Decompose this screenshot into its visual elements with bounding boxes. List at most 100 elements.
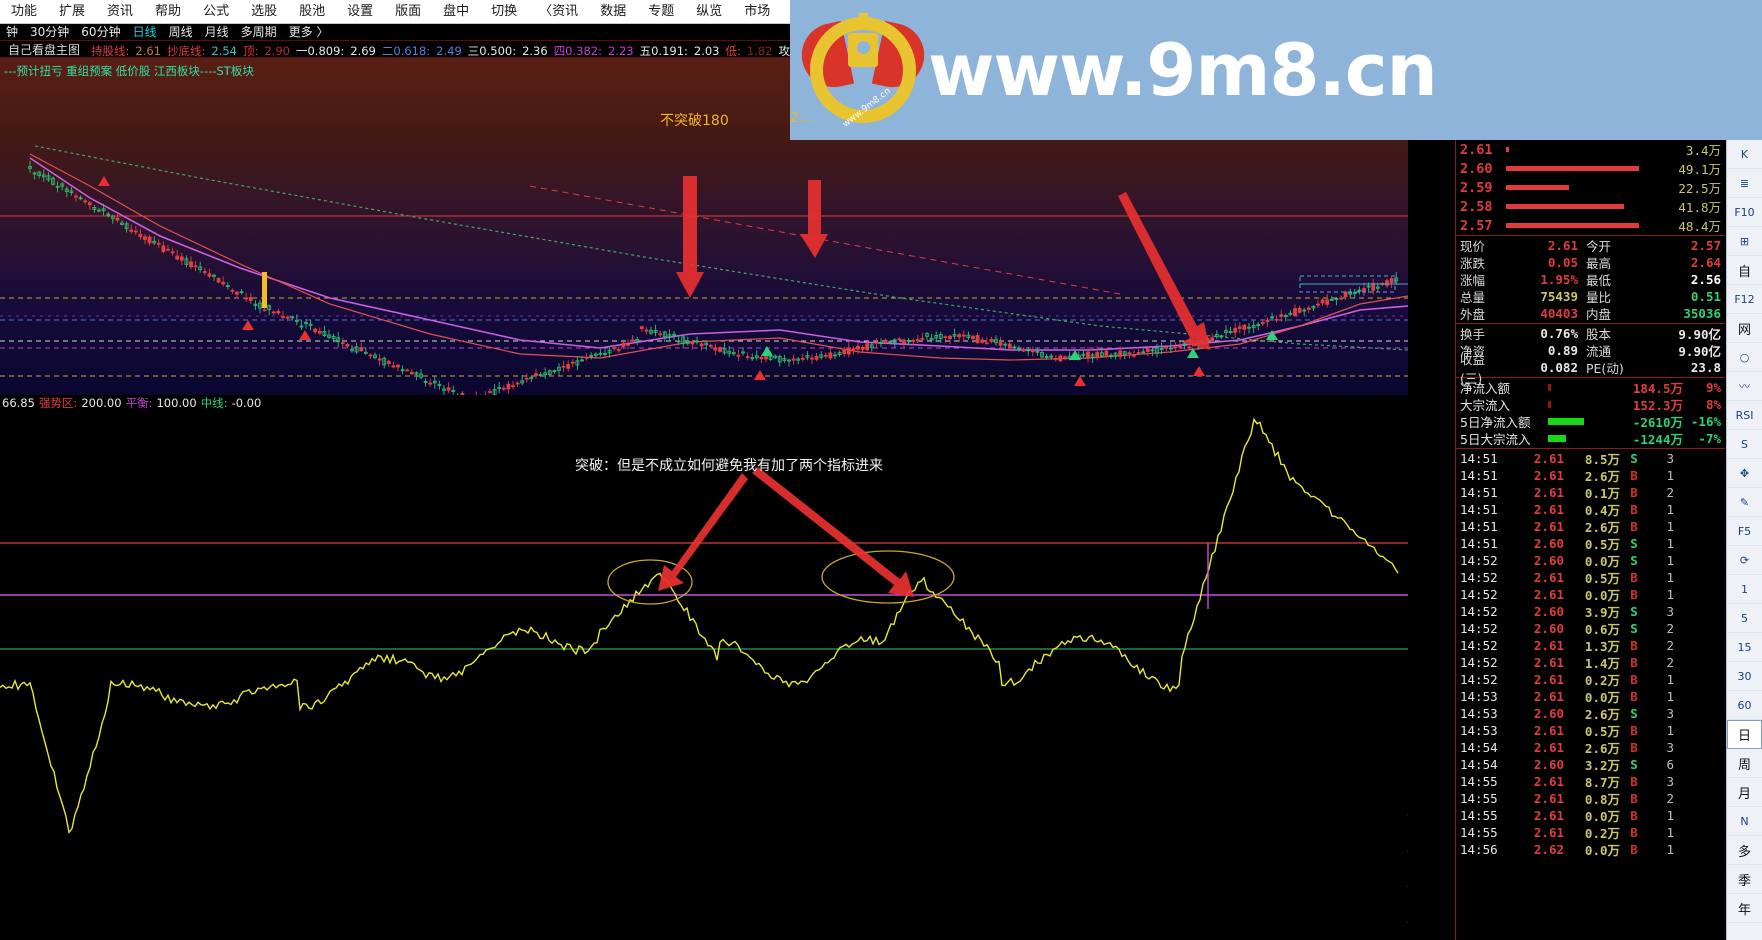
period-year-icon[interactable]: 年 (1727, 894, 1762, 923)
tick-row[interactable]: 14:51 2.61 8.5万 S 3 (1456, 450, 1725, 467)
tick-row[interactable]: 14:51 2.61 0.1万 B 2 (1456, 484, 1725, 501)
tick-row[interactable]: 14:52 2.60 0.0万 S 1 (1456, 552, 1725, 569)
order-book-row[interactable]: 2.57 48.4万 (1456, 216, 1725, 235)
stat-key-2: 股本 (1586, 327, 1612, 342)
period-tab-0[interactable]: 钟 (6, 25, 19, 39)
rsi-icon[interactable]: RSI (1727, 401, 1762, 430)
menu-item-10[interactable]: 切换 (491, 3, 518, 19)
f12-icon[interactable]: F12 (1727, 285, 1762, 314)
list-icon[interactable]: ≣ (1727, 169, 1762, 198)
period-5-icon[interactable]: 5 (1727, 604, 1762, 633)
tick-price: 2.61 (1533, 519, 1564, 534)
period-week-icon[interactable]: 周 (1727, 749, 1762, 778)
tick-row[interactable]: 14:51 2.60 0.5万 S 1 (1456, 535, 1725, 552)
move-icon[interactable]: ✥ (1727, 459, 1762, 488)
net-icon[interactable]: 网 (1727, 314, 1762, 343)
period-tab-1[interactable]: 30分钟 (30, 25, 70, 39)
candlestick-icon[interactable]: K (1727, 140, 1762, 169)
menu-item-14[interactable]: 纵览 (696, 3, 723, 19)
menu-item-1[interactable]: 扩展 (59, 3, 86, 19)
lower-indicator-canvas (0, 417, 1408, 835)
tick-volume: 0.5万 (1584, 571, 1620, 586)
period-tab-6[interactable]: 多周期 (240, 25, 277, 39)
tick-row[interactable]: 14:52 2.60 3.9万 S 3 (1456, 603, 1725, 620)
period-multi-icon[interactable]: 多 (1727, 836, 1762, 865)
period-tab-3[interactable]: 日线 (132, 25, 157, 39)
f10-icon[interactable]: F10 (1727, 198, 1762, 227)
period-30-icon[interactable]: 30 (1727, 662, 1762, 691)
tick-row[interactable]: 14:52 2.61 0.5万 B 1 (1456, 569, 1725, 586)
period-1-icon[interactable]: 1 (1727, 575, 1762, 604)
tick-row[interactable]: 14:55 2.61 0.0万 B 1 (1456, 807, 1725, 824)
circle-icon[interactable]: ○ (1727, 343, 1762, 372)
stat-value-2: 35036 (1683, 306, 1721, 321)
menu-item-12[interactable]: 数据 (600, 3, 627, 19)
order-book-row[interactable]: 2.61 3.4万 (1456, 140, 1725, 159)
tick-row[interactable]: 14:52 2.60 0.6万 S 2 (1456, 620, 1725, 637)
menu-item-0[interactable]: 功能 (11, 3, 38, 19)
tick-row[interactable]: 14:51 2.61 2.6万 B 1 (1456, 467, 1725, 484)
menu-item-9[interactable]: 盘中 (443, 3, 470, 19)
menu-item-11[interactable]: 〈资讯 (539, 3, 579, 19)
order-book-row[interactable]: 2.60 49.1万 (1456, 159, 1725, 178)
menu-item-7[interactable]: 设置 (347, 3, 374, 19)
order-book-row[interactable]: 2.59 22.5万 (1456, 178, 1725, 197)
menu-item-6[interactable]: 股池 (299, 3, 326, 19)
quote-stat-row: 外盘 40403 内盘 35036 (1456, 305, 1725, 322)
param-token-16: 低: (725, 43, 741, 58)
tick-row[interactable]: 14:54 2.61 2.6万 B 3 (1456, 739, 1725, 756)
tick-row[interactable]: 14:52 2.61 0.2万 B 1 (1456, 671, 1725, 688)
tick-count: 3 (1666, 774, 1674, 789)
tick-row[interactable]: 14:55 2.61 0.2万 B 1 (1456, 824, 1725, 841)
tick-row[interactable]: 14:52 2.61 0.0万 B 1 (1456, 586, 1725, 603)
tick-row[interactable]: 14:54 2.60 3.2万 S 6 (1456, 756, 1725, 773)
chart-title: 自己看盘主图 (8, 42, 81, 57)
period-day-icon[interactable]: 日 (1727, 720, 1762, 749)
pencil-icon[interactable]: ✎ (1727, 488, 1762, 517)
tick-direction: B (1630, 468, 1638, 483)
f5-icon[interactable]: F5 (1727, 517, 1762, 546)
layout-icon[interactable]: ⊞ (1727, 227, 1762, 256)
right-vertical-toolbar[interactable]: K ≣ F10 ⊞ 自 F12 网 ○ 〰 RSI S ✥ ✎ F5 ⟳ 1 5 15 30 60 日周月 N 多季年 (1726, 140, 1762, 940)
menu-item-5[interactable]: 选股 (251, 3, 278, 19)
tick-direction: B (1630, 723, 1638, 738)
menu-item-3[interactable]: 帮助 (155, 3, 182, 19)
period-tab-2[interactable]: 60分钟 (81, 25, 121, 39)
menu-item-4[interactable]: 公式 (203, 3, 230, 19)
order-book-row[interactable]: 2.58 41.8万 (1456, 197, 1725, 216)
order-book[interactable]: 2.61 3.4万 2.60 49.1万 2.59 22.5万 2.58 41.8万 2.57 4… (1456, 140, 1725, 236)
param-token-11: 2.36 (522, 43, 548, 58)
tick-row[interactable]: 14:52 2.61 1.3万 B 2 (1456, 637, 1725, 654)
period-60-icon[interactable]: 60 (1727, 691, 1762, 720)
tick-row[interactable]: 14:53 2.61 0.5万 B 1 (1456, 722, 1725, 739)
menu-item-13[interactable]: 专题 (648, 3, 675, 19)
period-tab-7[interactable]: 更多 〉 (288, 25, 329, 39)
menu-item-2[interactable]: 资讯 (107, 3, 134, 19)
tick-row[interactable]: 14:52 2.61 1.4万 B 2 (1456, 654, 1725, 671)
quote-panel[interactable]: 2.61 3.4万 2.60 49.1万 2.59 22.5万 2.58 41.8万 2.57 4… (1455, 140, 1725, 940)
self-icon[interactable]: 自 (1727, 256, 1762, 285)
period-month-icon[interactable]: 月 (1727, 778, 1762, 807)
period-tab-4[interactable]: 周线 (168, 25, 193, 39)
tick-row[interactable]: 14:51 2.61 0.4万 B 1 (1456, 501, 1725, 518)
refresh-icon[interactable]: ⟳ (1727, 546, 1762, 575)
tick-row[interactable]: 14:56 2.62 0.0万 B 1 (1456, 841, 1725, 858)
tick-row[interactable]: 14:51 2.61 2.6万 B 1 (1456, 518, 1725, 535)
period-tab-5[interactable]: 月线 (204, 25, 229, 39)
period-quarter-icon[interactable]: 季 (1727, 865, 1762, 894)
period-n-icon[interactable]: N (1727, 807, 1762, 836)
period-15-icon[interactable]: 15 (1727, 633, 1762, 662)
param-token-5: 2.90 (264, 43, 290, 58)
ob-price: 2.60 (1460, 160, 1493, 177)
tick-count: 3 (1666, 604, 1674, 619)
menu-item-15[interactable]: 市场 (744, 3, 771, 19)
wave-icon[interactable]: 〰 (1727, 372, 1762, 401)
tick-row[interactable]: 14:53 2.61 0.0万 B 1 (1456, 688, 1725, 705)
tick-row[interactable]: 14:55 2.61 0.8万 B 2 (1456, 790, 1725, 807)
tick-row[interactable]: 14:53 2.60 2.6万 S 3 (1456, 705, 1725, 722)
tick-row[interactable]: 14:55 2.61 8.7万 B 3 (1456, 773, 1725, 790)
tick-trade-list[interactable]: 14:51 2.61 8.5万 S 3 14:51 2.61 2.6万 B 1 14:51 2.61 0… (1456, 449, 1725, 858)
s-icon[interactable]: S (1727, 430, 1762, 459)
menu-item-8[interactable]: 版面 (395, 3, 422, 19)
